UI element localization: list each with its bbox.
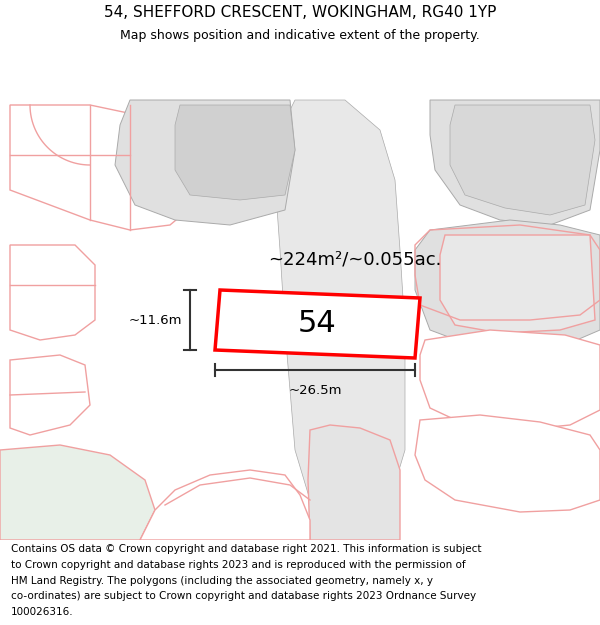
Polygon shape xyxy=(308,425,400,540)
Text: Contains OS data © Crown copyright and database right 2021. This information is : Contains OS data © Crown copyright and d… xyxy=(11,544,481,554)
Text: to Crown copyright and database rights 2023 and is reproduced with the permissio: to Crown copyright and database rights 2… xyxy=(11,560,466,570)
Text: ~11.6m: ~11.6m xyxy=(128,314,182,326)
Text: Map shows position and indicative extent of the property.: Map shows position and indicative extent… xyxy=(120,29,480,42)
Polygon shape xyxy=(10,245,95,340)
Polygon shape xyxy=(415,220,600,350)
Text: 54, SHEFFORD CRESCENT, WOKINGHAM, RG40 1YP: 54, SHEFFORD CRESCENT, WOKINGHAM, RG40 1… xyxy=(104,5,496,20)
Polygon shape xyxy=(0,445,155,540)
Polygon shape xyxy=(440,235,595,333)
Polygon shape xyxy=(215,290,420,358)
Polygon shape xyxy=(10,105,200,230)
Text: co-ordinates) are subject to Crown copyright and database rights 2023 Ordnance S: co-ordinates) are subject to Crown copyr… xyxy=(11,591,476,601)
Text: ~224m²/~0.055ac.: ~224m²/~0.055ac. xyxy=(268,251,442,269)
Polygon shape xyxy=(420,330,600,430)
Text: 54: 54 xyxy=(298,309,337,339)
Text: HM Land Registry. The polygons (including the associated geometry, namely x, y: HM Land Registry. The polygons (includin… xyxy=(11,576,433,586)
Polygon shape xyxy=(275,100,405,540)
Polygon shape xyxy=(115,100,295,225)
Polygon shape xyxy=(415,415,600,512)
Polygon shape xyxy=(175,105,295,200)
Text: ~26.5m: ~26.5m xyxy=(288,384,342,397)
Polygon shape xyxy=(430,100,600,225)
Polygon shape xyxy=(450,105,595,215)
Text: 100026316.: 100026316. xyxy=(11,607,73,617)
Polygon shape xyxy=(140,470,310,540)
Polygon shape xyxy=(0,100,290,430)
Polygon shape xyxy=(10,355,90,435)
